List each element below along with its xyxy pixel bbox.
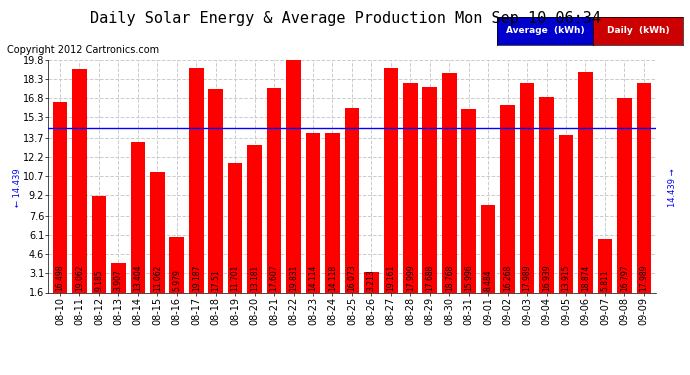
Bar xyxy=(130,142,145,292)
Bar xyxy=(111,263,126,292)
Text: 14.114: 14.114 xyxy=(308,264,317,291)
Bar xyxy=(539,96,554,292)
Text: 5.811: 5.811 xyxy=(600,269,609,291)
Bar xyxy=(72,69,87,292)
Text: Daily  (kWh): Daily (kWh) xyxy=(607,26,669,36)
Text: 17.989: 17.989 xyxy=(640,264,649,291)
Bar xyxy=(636,83,651,292)
Text: 17.688: 17.688 xyxy=(425,264,434,291)
Bar xyxy=(325,133,339,292)
Text: 18.874: 18.874 xyxy=(581,264,590,291)
Bar xyxy=(598,239,612,292)
Text: 3.907: 3.907 xyxy=(114,269,123,291)
Text: 5.979: 5.979 xyxy=(172,269,181,291)
Text: 17.999: 17.999 xyxy=(406,264,415,291)
Bar xyxy=(520,83,534,292)
Text: 16.797: 16.797 xyxy=(620,264,629,291)
Text: 16.073: 16.073 xyxy=(347,264,357,291)
Bar xyxy=(500,105,515,292)
Text: 16.268: 16.268 xyxy=(503,264,512,291)
Text: Average  (kWh): Average (kWh) xyxy=(506,26,584,36)
Bar xyxy=(286,60,301,292)
Bar xyxy=(578,72,593,292)
Bar xyxy=(52,102,68,292)
Text: Copyright 2012 Cartronics.com: Copyright 2012 Cartronics.com xyxy=(7,45,159,55)
Text: 9.185: 9.185 xyxy=(95,269,103,291)
Text: 19.187: 19.187 xyxy=(192,264,201,291)
Bar xyxy=(364,272,379,292)
Text: 18.768: 18.768 xyxy=(445,264,454,291)
Text: 16.939: 16.939 xyxy=(542,264,551,291)
Bar xyxy=(228,164,242,292)
Text: 19.161: 19.161 xyxy=(386,264,395,291)
Bar xyxy=(617,98,631,292)
Text: 19.062: 19.062 xyxy=(75,264,84,291)
Bar xyxy=(189,68,204,292)
Text: 13.404: 13.404 xyxy=(133,264,142,291)
Text: 17.607: 17.607 xyxy=(270,264,279,291)
Text: Daily Solar Energy & Average Production Mon Sep 10 06:34: Daily Solar Energy & Average Production … xyxy=(90,11,600,26)
Bar xyxy=(267,88,282,292)
Text: 14.118: 14.118 xyxy=(328,264,337,291)
Bar xyxy=(208,89,223,292)
Text: 13.181: 13.181 xyxy=(250,264,259,291)
Text: ← 14.439: ← 14.439 xyxy=(12,168,22,207)
Text: 3.213: 3.213 xyxy=(367,269,376,291)
Text: 11.701: 11.701 xyxy=(230,264,239,291)
Bar xyxy=(384,68,398,292)
Bar xyxy=(481,204,495,292)
Bar xyxy=(422,87,437,292)
Text: 8.484: 8.484 xyxy=(484,269,493,291)
Bar xyxy=(306,133,320,292)
Text: 14.439 →: 14.439 → xyxy=(668,168,678,207)
Text: 17.989: 17.989 xyxy=(522,264,531,291)
Bar xyxy=(170,237,184,292)
Bar xyxy=(442,73,457,292)
Bar xyxy=(344,108,359,292)
Bar xyxy=(559,135,573,292)
Bar xyxy=(150,172,165,292)
Bar xyxy=(247,144,262,292)
Text: 16.498: 16.498 xyxy=(55,264,64,291)
Bar xyxy=(403,83,417,292)
Text: 19.831: 19.831 xyxy=(289,264,298,291)
Text: 17.51: 17.51 xyxy=(211,269,220,291)
Bar xyxy=(462,109,476,292)
Bar xyxy=(92,196,106,292)
Text: 15.996: 15.996 xyxy=(464,264,473,291)
Text: 11.062: 11.062 xyxy=(152,264,161,291)
Text: 13.915: 13.915 xyxy=(562,264,571,291)
